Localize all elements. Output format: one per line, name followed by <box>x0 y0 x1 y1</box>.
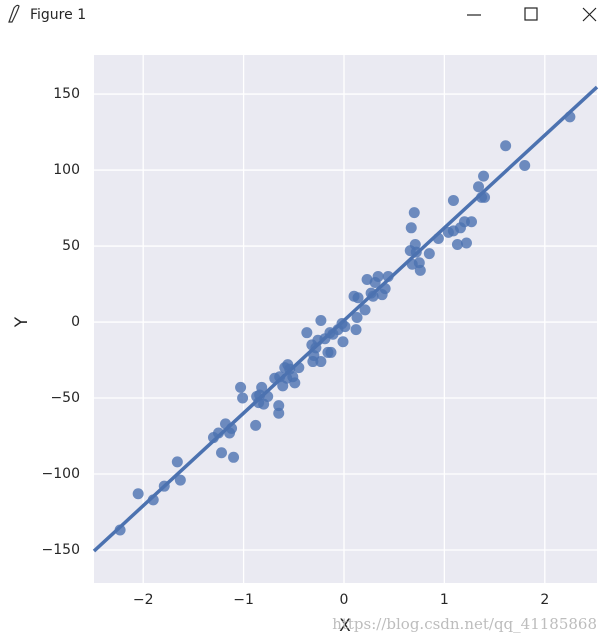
scatter-point <box>289 377 301 389</box>
scatter-point <box>405 222 417 234</box>
app-icon <box>8 4 20 23</box>
y-tick-label: 0 <box>71 314 80 330</box>
y-tick-label: 100 <box>53 162 80 178</box>
y-tick-label: −100 <box>42 466 80 482</box>
x-tick-label: −1 <box>233 592 254 608</box>
x-axis-label: X <box>339 616 351 636</box>
scatter-point <box>414 264 426 276</box>
scatter-point <box>451 239 463 251</box>
y-tick-label: 50 <box>62 238 80 254</box>
scatter-point <box>216 447 228 459</box>
scatter-point <box>460 237 472 249</box>
scatter-point <box>367 290 379 302</box>
scatter-point <box>466 216 478 228</box>
scatter-point <box>256 381 268 393</box>
scatter-point <box>235 381 247 393</box>
scatter-point <box>315 315 327 327</box>
scatter-point <box>408 207 420 219</box>
scatter-point <box>171 456 183 468</box>
window-title: Figure 1 <box>30 7 86 23</box>
watermark: https://blog.csdn.net/qq_41185868 <box>332 615 597 633</box>
scatter-point <box>325 346 337 358</box>
y-tick-label: −50 <box>50 390 80 406</box>
scatter-point <box>237 392 249 404</box>
scatter-point <box>282 359 294 371</box>
scatter-point <box>174 474 186 486</box>
y-tick-label: 150 <box>53 86 80 102</box>
scatter-point <box>273 400 285 412</box>
x-tick-label: 2 <box>540 592 549 608</box>
close-button[interactable] <box>582 7 597 22</box>
scatter-point <box>337 336 349 348</box>
scatter-point <box>132 488 144 500</box>
scatter-point <box>250 419 262 431</box>
scatter-point <box>447 194 459 206</box>
scatter-point <box>359 304 371 316</box>
scatter-point <box>423 248 435 260</box>
scatter-point <box>351 311 363 323</box>
scatter-point <box>228 451 240 463</box>
scatter-point <box>500 140 512 152</box>
x-tick-label: 1 <box>440 592 449 608</box>
x-tick-label: 0 <box>340 592 349 608</box>
labels: −2 −1 0 1 2 −150 −100 −50 0 50 100 150 <box>42 86 550 608</box>
scatter-point <box>473 181 485 193</box>
scatter-point <box>301 327 313 339</box>
regression-line <box>92 85 599 553</box>
y-tick-label: −150 <box>42 542 80 558</box>
x-tick-label: −2 <box>133 592 154 608</box>
title-bar <box>0 0 610 30</box>
scatter-point <box>478 170 490 182</box>
scatter-point <box>372 270 384 282</box>
marks <box>92 85 599 553</box>
maximize-button[interactable] <box>524 7 538 21</box>
scatter-point <box>350 324 362 336</box>
y-axis-label: Y <box>12 316 32 328</box>
scatter-point <box>273 407 285 419</box>
scatter-point <box>352 292 364 304</box>
scatter-point <box>315 356 327 368</box>
scatter-point <box>519 159 531 171</box>
